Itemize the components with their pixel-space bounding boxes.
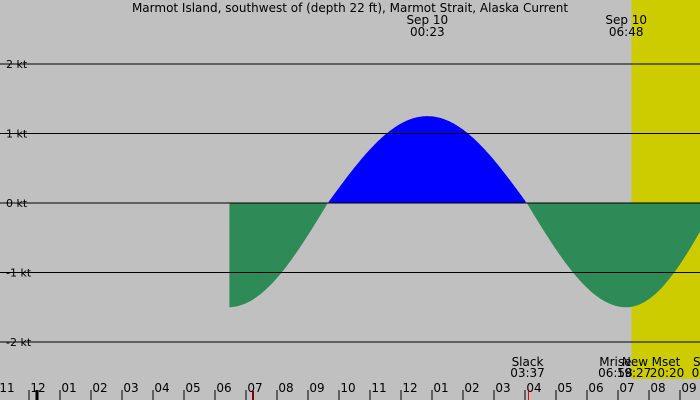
flood-area	[328, 116, 526, 203]
new-moon-name: New	[622, 355, 648, 369]
daylight-band	[631, 0, 700, 379]
new-moon-time: 19:27	[617, 366, 652, 380]
moonrise-event-name: Mrise	[599, 355, 631, 369]
slack-event-name: Slack	[512, 355, 544, 369]
slack-event-time: 09:28	[692, 366, 700, 380]
slack-event-time: 03:37	[510, 366, 545, 380]
hour-label: 07	[247, 381, 262, 395]
hour-label: 07	[619, 381, 634, 395]
current-areas	[229, 116, 700, 308]
hour-label: 02	[92, 381, 107, 395]
hour-label: 04	[526, 381, 541, 395]
hour-label: 12	[30, 381, 45, 395]
hour-label: 11	[0, 381, 15, 395]
moonrise-event-time: 06:58	[598, 366, 633, 380]
y-tick-label: 0 kt	[6, 197, 28, 210]
gridlines: 2 kt 1 kt 0 kt -1 kt -2 kt	[0, 58, 700, 349]
top-date-label: Sep 10	[605, 13, 647, 27]
mset-name: Mset	[652, 355, 681, 369]
hour-label: 03	[495, 381, 510, 395]
hour-label: 05	[557, 381, 572, 395]
chart-title: Marmot Island, southwest of (depth 22 ft…	[132, 1, 568, 15]
hour-label: 01	[61, 381, 76, 395]
top-time-label: 00:23	[410, 25, 445, 39]
top-date-label: Sep 10	[406, 13, 448, 27]
hour-label: 10	[340, 381, 355, 395]
y-tick-label: -1 kt	[6, 267, 32, 280]
hour-label: 04	[154, 381, 169, 395]
hour-label: 06	[588, 381, 603, 395]
hour-label: 03	[123, 381, 138, 395]
hour-label: 05	[185, 381, 200, 395]
hour-label: 08	[650, 381, 665, 395]
ebb-area	[527, 203, 700, 308]
hour-label: 09	[309, 381, 324, 395]
y-tick-label: 1 kt	[6, 128, 28, 141]
ebb-area	[229, 203, 328, 308]
y-tick-label: -2 kt	[6, 336, 32, 349]
hour-label: 02	[464, 381, 479, 395]
top-time-label: 06:48	[609, 25, 644, 39]
hour-label: 08	[278, 381, 293, 395]
hour-label: 11	[371, 381, 386, 395]
y-tick-label: 2 kt	[6, 58, 28, 71]
hour-label: 12	[402, 381, 417, 395]
hour-label: 09	[681, 381, 696, 395]
bottom-axis: Slack03:37Slack09:28Slack16:10Mrise06:58…	[0, 355, 700, 400]
slack-event-name: Slack	[693, 355, 700, 369]
hour-label: 06	[216, 381, 231, 395]
hour-label: 01	[433, 381, 448, 395]
mset-time: 20:20	[650, 366, 685, 380]
